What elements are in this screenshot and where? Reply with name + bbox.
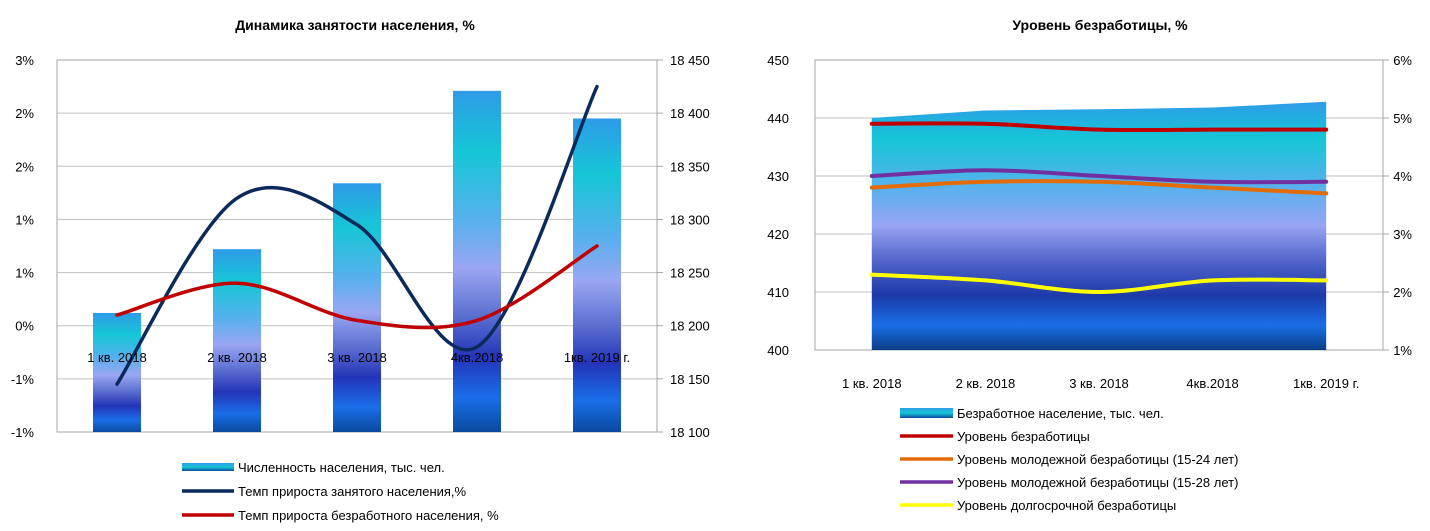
chart2-right-tick-label: 1% xyxy=(1393,343,1412,358)
chart1-right-tick-label: 18 350 xyxy=(670,159,710,174)
chart2-area-fill xyxy=(871,101,1327,350)
chart1-category-label: 2 кв. 2018 xyxy=(207,350,267,365)
chart1-category-label: 4кв.2018 xyxy=(451,350,503,365)
chart1-bar xyxy=(573,118,621,432)
chart2-right-tick-label: 6% xyxy=(1393,53,1412,68)
chart1-title: Динамика занятости населения, % xyxy=(235,17,475,33)
chart1-bar xyxy=(213,249,261,432)
chart2-legend-label: Безработное население, тыс. чел. xyxy=(957,406,1164,421)
chart1-x-axis-ticks: 1 кв. 2018 2 кв. 2018 3 кв. 2018 4кв.2018 1к… xyxy=(87,350,630,365)
chart2-series-line xyxy=(869,121,1329,133)
chart1-legend-label: Темп прироста занятого населения,% xyxy=(238,484,467,499)
chart2-category-label: 4кв.2018 xyxy=(1186,376,1238,391)
chart1-legend-label: Численность населения, тыс. чел. xyxy=(238,460,445,475)
chart1-category-label: 1 кв. 2018 xyxy=(87,350,147,365)
chart2-left-axis-ticks: 450 440 430 420 410 400 xyxy=(767,53,789,358)
chart1-left-tick-label: -1% xyxy=(11,372,35,387)
chart1-right-tick-label: 18 200 xyxy=(670,319,710,334)
chart2-right-tick-label: 4% xyxy=(1393,169,1412,184)
chart2-title: Уровень безработицы, % xyxy=(1012,17,1188,33)
chart2-lines xyxy=(869,121,1329,295)
chart1-left-tick-label: -1% xyxy=(11,425,35,440)
chart1-right-tick-label: 18 100 xyxy=(670,425,710,440)
chart2-x-axis-ticks: 1 кв. 2018 2 кв. 2018 3 кв. 2018 4кв.2018 1к… xyxy=(842,376,1359,391)
chart2-category-label: 3 кв. 2018 xyxy=(1069,376,1129,391)
chart2-legend: Безработное население, тыс. чел. Уровень … xyxy=(900,406,1238,513)
chart2-right-tick-label: 5% xyxy=(1393,111,1412,126)
chart2-legend-label: Уровень молодежной безработицы (15-28 ле… xyxy=(957,475,1238,490)
chart1-lines xyxy=(115,84,599,386)
chart2-right-axis-ticks: 6% 5% 4% 3% 2% 1% xyxy=(1393,53,1412,358)
chart1-bar xyxy=(93,312,141,432)
chart1-category-label: 3 кв. 2018 xyxy=(327,350,387,365)
chart2-legend-label: Уровень безработицы xyxy=(957,429,1090,444)
chart2-right-tick-label: 3% xyxy=(1393,227,1412,242)
chart2-left-tick-label: 450 xyxy=(767,53,789,68)
chart2-series-line xyxy=(869,272,1329,295)
chart1-series-line xyxy=(115,244,599,330)
chart2-left-tick-label: 410 xyxy=(767,285,789,300)
chart1-left-tick-label: 0% xyxy=(15,319,34,334)
chart1-bar xyxy=(453,90,501,432)
chart1-left-tick-label: 1% xyxy=(15,212,34,227)
chart2-right-tick-label: 2% xyxy=(1393,285,1412,300)
chart2-area xyxy=(871,101,1327,350)
chart2-category-label: 1кв. 2019 г. xyxy=(1293,376,1359,391)
chart1-right-tick-label: 18 150 xyxy=(670,372,710,387)
chart1-legend-swatch xyxy=(182,463,234,471)
chart1-left-tick-label: 2% xyxy=(15,159,34,174)
chart2-category-label: 2 кв. 2018 xyxy=(956,376,1016,391)
chart1-bar xyxy=(333,183,381,432)
chart1-legend: Численность населения, тыс. чел. Темп при… xyxy=(182,460,499,523)
chart1-right-axis-ticks: 18 450 18 400 18 350 18 300 18 250 18 200 18 1… xyxy=(670,53,710,440)
chart1-left-tick-label: 2% xyxy=(15,106,34,121)
chart2-left-tick-label: 400 xyxy=(767,343,789,358)
chart1-series-line xyxy=(115,84,599,386)
chart2-series-line xyxy=(869,168,1329,185)
chart2-category-label: 1 кв. 2018 xyxy=(842,376,902,391)
chart1-right-tick-label: 18 400 xyxy=(670,106,710,121)
chart2-left-tick-label: 440 xyxy=(767,111,789,126)
chart2-series-line xyxy=(869,179,1329,196)
chart1-left-tick-label: 3% xyxy=(15,53,34,68)
chart2-legend-swatch xyxy=(900,408,953,418)
chart1-legend-label: Темп прироста безработного населения, % xyxy=(238,508,499,523)
chart1-right-tick-label: 18 250 xyxy=(670,266,710,281)
chart2-left-tick-label: 430 xyxy=(767,169,789,184)
chart2-left-tick-label: 420 xyxy=(767,227,789,242)
chart2-legend-label: Уровень долгосрочной безработицы xyxy=(957,498,1176,513)
chart1-category-label: 1кв. 2019 г. xyxy=(564,350,630,365)
chart1-right-tick-label: 18 300 xyxy=(670,212,710,227)
chart2-legend-label: Уровень молодежной безработицы (15-24 ле… xyxy=(957,452,1238,467)
chart1-bars xyxy=(93,90,621,432)
chart1-left-axis-ticks: 3% 2% 2% 1% 1% 0% -1% -1% xyxy=(11,53,35,440)
chart1-right-tick-label: 18 450 xyxy=(670,53,710,68)
chart1-left-tick-label: 1% xyxy=(15,266,34,281)
